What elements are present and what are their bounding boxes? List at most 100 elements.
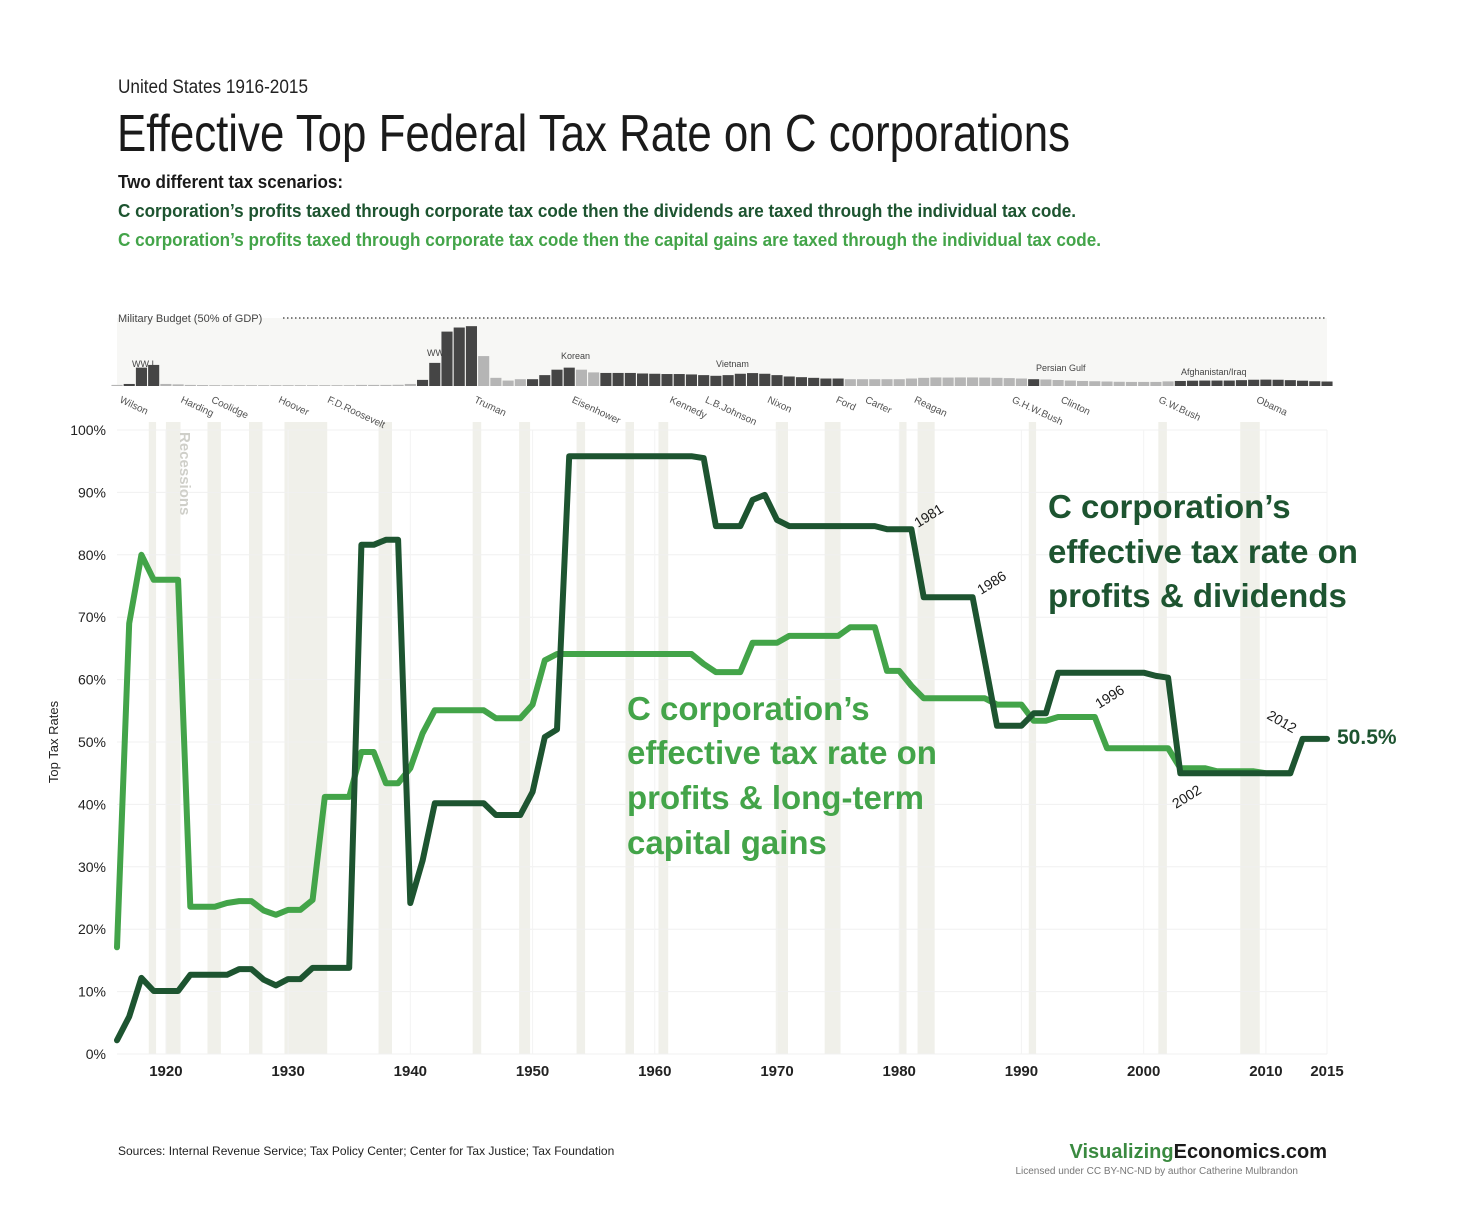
military-bar	[967, 377, 979, 386]
military-bar	[197, 385, 209, 386]
war-label: Afghanistan/Iraq	[1181, 367, 1247, 377]
military-bar	[624, 372, 636, 386]
military-bar	[123, 383, 135, 386]
military-bar	[637, 373, 649, 386]
military-bar	[392, 384, 404, 386]
military-bar	[343, 385, 355, 386]
military-bar	[160, 383, 172, 386]
x-tick-label: 1930	[271, 1063, 304, 1080]
military-bar	[1015, 378, 1027, 386]
military-bar	[270, 385, 282, 386]
military-bar	[771, 375, 783, 386]
x-tick-label: 1970	[760, 1063, 793, 1080]
military-bar	[563, 367, 575, 386]
recession-band	[775, 422, 788, 1054]
military-bar	[759, 373, 771, 386]
license: Licensed under CC BY-NC-ND by author Cat…	[1015, 1166, 1298, 1177]
military-bar	[539, 375, 551, 386]
brand-part: Visualizing	[1070, 1141, 1174, 1163]
recession-band	[625, 422, 634, 1054]
x-tick-label: 1950	[516, 1063, 549, 1080]
brand: VisualizingEconomics.com	[1070, 1141, 1328, 1163]
y-tick-label: 60%	[78, 672, 106, 688]
y-tick-label: 90%	[78, 484, 106, 500]
series-label: C corporation’s	[1048, 488, 1291, 525]
military-bar	[1077, 380, 1089, 386]
x-tick-label: 1920	[149, 1063, 182, 1080]
military-bar	[429, 362, 441, 386]
series-label: capital gains	[627, 824, 827, 861]
recession-band	[165, 422, 181, 1054]
source: Sources: Internal Revenue Service; Tax P…	[118, 1144, 614, 1158]
brand-part: Economics.com	[1174, 1141, 1327, 1163]
recession-band	[207, 422, 221, 1054]
military-bar	[954, 377, 966, 386]
war-label: WW II	[427, 348, 452, 358]
recession-band	[576, 422, 586, 1054]
military-bar	[331, 385, 343, 386]
military-bar	[233, 385, 245, 386]
military-bar	[1101, 381, 1113, 386]
military-bar	[184, 384, 196, 386]
military-bar	[294, 385, 306, 386]
military-bar	[844, 379, 856, 386]
military-bar	[1223, 380, 1235, 386]
military-bar	[551, 369, 563, 386]
recession-band	[284, 422, 328, 1054]
recessions-label: Recessions	[176, 432, 193, 515]
war-label: Vietnam	[716, 359, 749, 369]
recession-band	[658, 422, 669, 1054]
military-bar	[685, 374, 697, 386]
military-bar	[1003, 378, 1015, 386]
military-bar	[1248, 379, 1260, 386]
military-bar	[673, 374, 685, 386]
military-bar	[319, 385, 331, 386]
military-bar	[1235, 380, 1247, 386]
military-bar	[710, 375, 722, 386]
military-bar	[1028, 379, 1040, 386]
subtitle-line: C corporation’s profits taxed through co…	[118, 230, 1101, 250]
military-bar	[918, 377, 930, 386]
x-tick-label: 2000	[1127, 1063, 1160, 1080]
military-bar	[649, 373, 661, 386]
military-bar	[820, 378, 832, 386]
military-bar	[1162, 381, 1174, 386]
recession-band	[1028, 422, 1037, 1054]
military-bar	[355, 384, 367, 386]
recession-band	[1240, 422, 1260, 1054]
military-bar	[1321, 381, 1333, 386]
military-bar	[1187, 380, 1199, 386]
military-bar	[465, 326, 477, 386]
military-bar	[490, 377, 502, 386]
military-bar	[808, 377, 820, 386]
y-tick-label: 100%	[70, 422, 106, 438]
military-bar	[1125, 381, 1137, 386]
military-bar	[172, 384, 184, 386]
military-bar	[893, 379, 905, 386]
x-tick-label: 1940	[394, 1063, 427, 1080]
subtitle: Two different tax scenarios:	[118, 172, 343, 192]
y-axis-label: Top Tax Rates	[46, 700, 61, 783]
military-bar	[1272, 379, 1284, 386]
military-bar	[404, 383, 416, 386]
recession-band	[1158, 422, 1167, 1054]
military-bar	[661, 374, 673, 386]
military-bar	[1284, 380, 1296, 386]
y-tick-label: 10%	[78, 984, 106, 1000]
panel-background	[117, 318, 1327, 386]
military-bar	[722, 375, 734, 386]
war-label: Persian Gulf	[1036, 363, 1086, 373]
military-bar	[478, 356, 490, 386]
military-bar	[221, 385, 233, 386]
military-bar	[1089, 381, 1101, 386]
y-tick-label: 20%	[78, 921, 106, 937]
military-bar	[783, 376, 795, 386]
military-bar	[368, 384, 380, 386]
y-tick-label: 50%	[78, 734, 106, 750]
series-label: C corporation’s	[627, 690, 870, 727]
war-label: WW I	[132, 359, 154, 369]
military-bar	[832, 378, 844, 386]
military-bar	[1174, 380, 1186, 386]
